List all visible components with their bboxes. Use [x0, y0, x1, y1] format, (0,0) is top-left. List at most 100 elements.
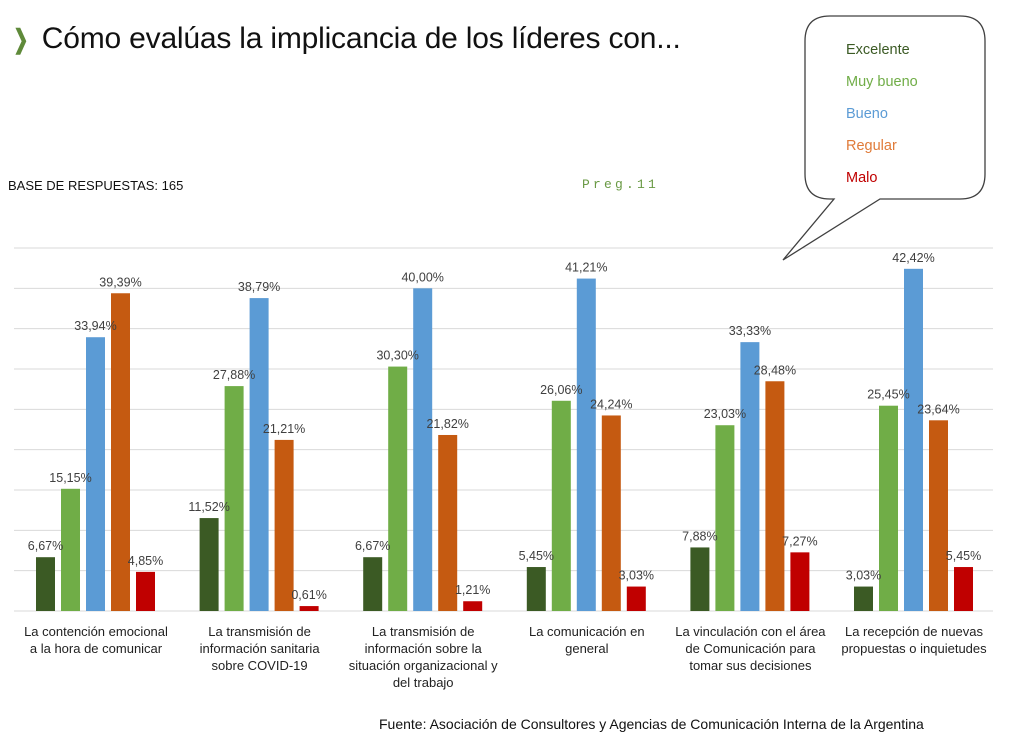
bars: [36, 268, 973, 611]
data-label: 7,27%: [782, 534, 817, 548]
category-label-line: del trabajo: [392, 675, 454, 690]
data-label: 25,45%: [867, 388, 909, 402]
category-label: La contención emocional a la hora de comu…: [15, 623, 177, 657]
category-label-line: a la hora de comunicar: [29, 641, 163, 656]
category-label: La recepción de nuevas propuestas o inqui…: [833, 623, 995, 657]
bar-muy-bueno: [551, 400, 571, 611]
data-label: 40,00%: [401, 270, 443, 284]
category-label-line: información sanitaria: [199, 641, 320, 656]
data-label: 23,03%: [704, 407, 746, 421]
legend-item-malo: Malo: [846, 170, 878, 186]
category-label-line: tomar sus decisiones: [689, 658, 812, 673]
data-label: 26,06%: [540, 383, 582, 397]
data-label: 21,21%: [263, 422, 305, 436]
data-label: 4,85%: [128, 554, 163, 568]
data-label: 30,30%: [376, 349, 418, 363]
bar-bueno: [249, 298, 269, 611]
data-label: 7,88%: [682, 529, 717, 543]
page-title: Cómo evalúas la implicancia de los líder…: [41, 22, 681, 55]
bar-regular: [601, 415, 621, 611]
data-label: 24,24%: [590, 397, 632, 411]
data-label: 0,61%: [291, 588, 326, 602]
bar-malo: [299, 606, 319, 611]
bar-muy-bueno: [715, 425, 735, 611]
data-label: 28,48%: [754, 363, 796, 377]
data-label: 39,39%: [99, 275, 141, 289]
category-label-line: La comunicación en: [528, 624, 645, 639]
legend-item-bueno: Bueno: [846, 106, 888, 122]
bar-bueno: [413, 288, 433, 611]
bar-bueno: [576, 278, 596, 611]
bar-bueno: [904, 268, 923, 611]
bar-excelente: [854, 586, 873, 611]
category-label-line: de Comunicación para: [685, 641, 816, 656]
question-number: Preg.11: [582, 177, 660, 192]
legend-item-excelente: Excelente: [846, 42, 910, 58]
data-label: 33,94%: [74, 319, 116, 333]
data-label: 33,33%: [729, 324, 771, 338]
bar-regular: [765, 381, 785, 611]
data-label: 27,88%: [213, 368, 255, 382]
bar-muy-bueno: [61, 488, 80, 611]
data-label: 38,79%: [238, 280, 280, 294]
data-label: 1,21%: [455, 583, 490, 597]
data-label: 5,45%: [519, 549, 554, 563]
legend: Excelente Muy bueno Bueno Regular Malo: [846, 34, 918, 194]
category-label-line: sobre COVID-19: [211, 658, 308, 673]
response-base: BASE DE RESPUESTAS: 165: [8, 178, 184, 193]
bar-regular: [111, 293, 130, 611]
data-label: 15,15%: [49, 471, 91, 485]
category-label-line: La transmisión de: [371, 624, 475, 639]
bar-malo: [790, 552, 810, 611]
legend-item-regular: Regular: [846, 138, 897, 154]
category-label: La transmisión de información sobre la sit…: [342, 623, 504, 691]
category-label-line: situación organizacional y: [348, 658, 498, 673]
bar-excelente: [199, 518, 219, 611]
data-label: 6,67%: [28, 539, 63, 553]
bar-muy-bueno: [224, 386, 244, 611]
bar-excelente: [363, 557, 383, 611]
bar-bueno: [86, 337, 105, 611]
data-label: 41,21%: [565, 261, 607, 275]
data-label: 5,45%: [946, 549, 981, 563]
category-label: La vinculación con el área de Comunicació…: [669, 623, 831, 674]
legend-callout-bubble: [782, 15, 986, 261]
category-label-line: general: [565, 641, 609, 656]
category-label: La transmisión de información sanitaria so…: [179, 623, 341, 674]
bar-regular: [929, 420, 948, 611]
bar-regular: [438, 434, 458, 611]
gridlines: [14, 247, 993, 612]
data-label: 11,52%: [188, 500, 229, 514]
data-label: 6,67%: [355, 539, 390, 553]
legend-item-muy-bueno: Muy bueno: [846, 74, 918, 90]
category-label-line: información sobre la: [364, 641, 482, 656]
bar-malo: [136, 571, 155, 611]
bar-regular: [274, 439, 294, 611]
bar-muy-bueno: [879, 405, 898, 611]
bar-muy-bueno: [388, 366, 408, 611]
bar-malo: [463, 601, 483, 611]
chevron-right-icon: ❯: [13, 24, 29, 54]
bar-excelente: [690, 547, 710, 611]
data-label: 3,03%: [846, 569, 881, 583]
data-label: 42,42%: [892, 251, 934, 265]
category-label-line: La vinculación con el área: [675, 624, 826, 639]
title-bar: ❯ Cómo evalúas la implicancia de los líd…: [10, 22, 681, 56]
legend-callout: [782, 15, 986, 261]
bar-excelente: [36, 557, 55, 611]
data-label: 21,82%: [426, 417, 468, 431]
data-label: 3,03%: [619, 569, 654, 583]
category-label-line: propuestas o inquietudes: [841, 641, 987, 656]
bar-malo: [954, 567, 973, 611]
bar-excelente: [526, 567, 546, 611]
category-label-line: La contención emocional: [24, 624, 168, 639]
source-note: Fuente: Asociación de Consultores y Agen…: [379, 716, 924, 732]
bar-bueno: [740, 342, 760, 611]
bar-malo: [626, 586, 646, 611]
data-label: 23,64%: [917, 402, 959, 416]
data-labels: 6,67% 15,15% 33,94% 39,39% 4,85% 11,52% 27,88%…: [28, 251, 981, 602]
category-label-line: La transmisión de: [208, 624, 311, 639]
category-label: La comunicación en general: [506, 623, 668, 657]
category-label-line: La recepción de nuevas: [844, 624, 984, 639]
